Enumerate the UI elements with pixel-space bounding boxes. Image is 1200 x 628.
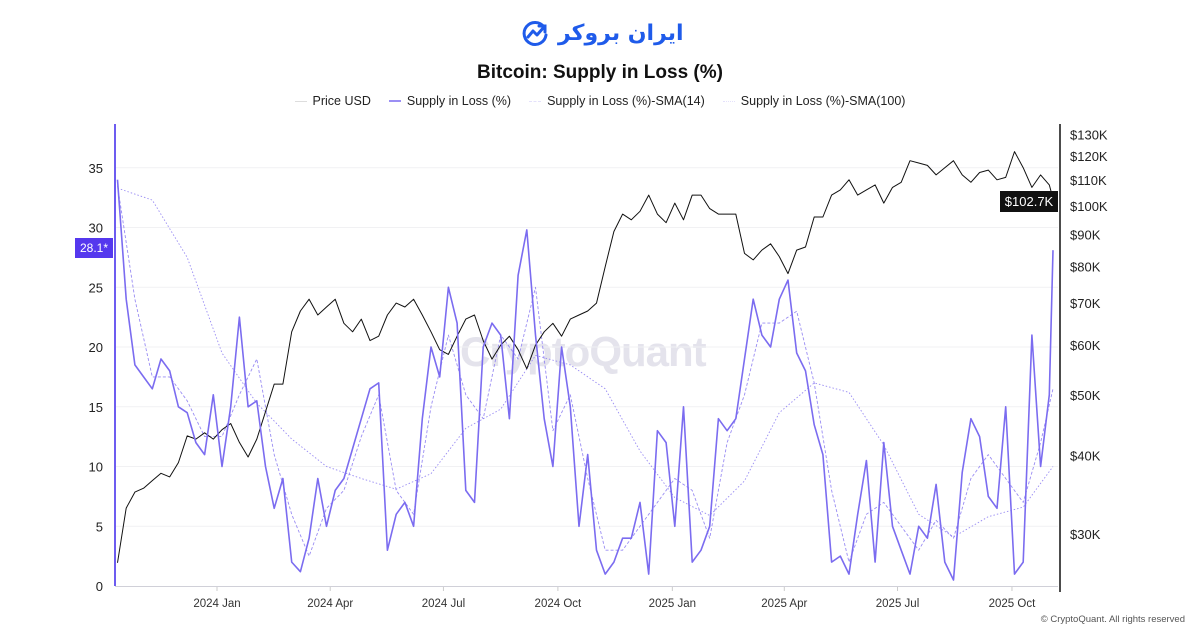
y-right-tick-label: $70K xyxy=(1070,296,1101,311)
axes: 0 5 10 15 20 25 30 35 $30K $40K $50K $60K $70K $80K $9… xyxy=(89,124,1108,610)
y-left-tick-label: 35 xyxy=(89,161,103,176)
series-line-supply-in-loss-sma-14 xyxy=(117,185,1054,563)
y-left-tick-label: 25 xyxy=(89,280,103,295)
series-line-supply-in-loss-sma-100 xyxy=(117,187,1054,538)
legend-label: Price USD xyxy=(312,94,371,108)
logo-text: ایران بروکر xyxy=(558,20,684,46)
legend-label: Supply in Loss (%)-SMA(14) xyxy=(547,94,705,108)
y-left-tick-label: 0 xyxy=(96,579,103,594)
y-right-tick-label: $100K xyxy=(1070,199,1108,214)
series-line-supply-in-loss xyxy=(116,179,1054,581)
legend-item-sma14[interactable]: Supply in Loss (%)-SMA(14) xyxy=(529,94,705,108)
y-right-tick-label: $60K xyxy=(1070,338,1101,353)
copyright: © CryptoQuant. All rights reserved xyxy=(1040,614,1185,625)
current-price-badge: $102.7K xyxy=(1000,191,1058,212)
y-right-tick-label: $90K xyxy=(1070,228,1101,243)
legend: Price USD Supply in Loss (%) Supply in L… xyxy=(0,94,1200,108)
legend-swatch xyxy=(529,100,542,102)
gridlines xyxy=(115,167,1058,527)
brand-logo: ایران بروکر xyxy=(520,16,684,50)
x-tick-label: 2025 Jul xyxy=(876,598,919,610)
y-right-tick-label: $110K xyxy=(1070,173,1107,188)
y-right-tick-label: $130K xyxy=(1070,127,1108,142)
legend-item-sma100[interactable]: Supply in Loss (%)-SMA(100) xyxy=(722,94,906,108)
y-right-tick-label: $120K xyxy=(1070,149,1108,164)
series-lines xyxy=(116,151,1054,581)
y-left-tick-label: 10 xyxy=(89,460,103,475)
y-right-tick-label: $80K xyxy=(1070,260,1101,275)
x-tick-label: 2025 Jan xyxy=(649,598,696,610)
y-left-tick-label: 15 xyxy=(89,400,103,415)
legend-item-price[interactable]: Price USD xyxy=(294,94,371,108)
x-tick-label: 2025 Oct xyxy=(989,598,1036,610)
x-tick-label: 2024 Oct xyxy=(535,598,582,610)
y-left-tick-label: 20 xyxy=(89,340,103,355)
y-right-tick-label: $30K xyxy=(1070,527,1101,542)
legend-swatch xyxy=(722,100,735,102)
y-left-tick-label: 5 xyxy=(96,519,103,534)
legend-swatch xyxy=(388,100,401,102)
y-right-tick-label: $40K xyxy=(1070,449,1101,464)
x-tick-label: 2024 Jan xyxy=(193,598,240,610)
x-tick-label: 2024 Jul xyxy=(422,598,465,610)
legend-item-supply-in-loss[interactable]: Supply in Loss (%) xyxy=(388,94,512,108)
chart-growth-icon xyxy=(522,20,548,46)
legend-swatch xyxy=(294,100,307,102)
chart-title: Bitcoin: Supply in Loss (%) xyxy=(477,62,723,83)
x-tick-label: 2024 Apr xyxy=(307,598,353,610)
current-loss-badge: 28.1* xyxy=(75,238,113,258)
legend-label: Supply in Loss (%)-SMA(100) xyxy=(740,94,906,108)
legend-label: Supply in Loss (%) xyxy=(406,94,512,108)
y-right-tick-label: $50K xyxy=(1070,388,1101,403)
y-left-tick-label: 30 xyxy=(89,221,103,236)
x-tick-label: 2025 Apr xyxy=(761,598,807,610)
series-line-price-usd xyxy=(117,151,1054,563)
